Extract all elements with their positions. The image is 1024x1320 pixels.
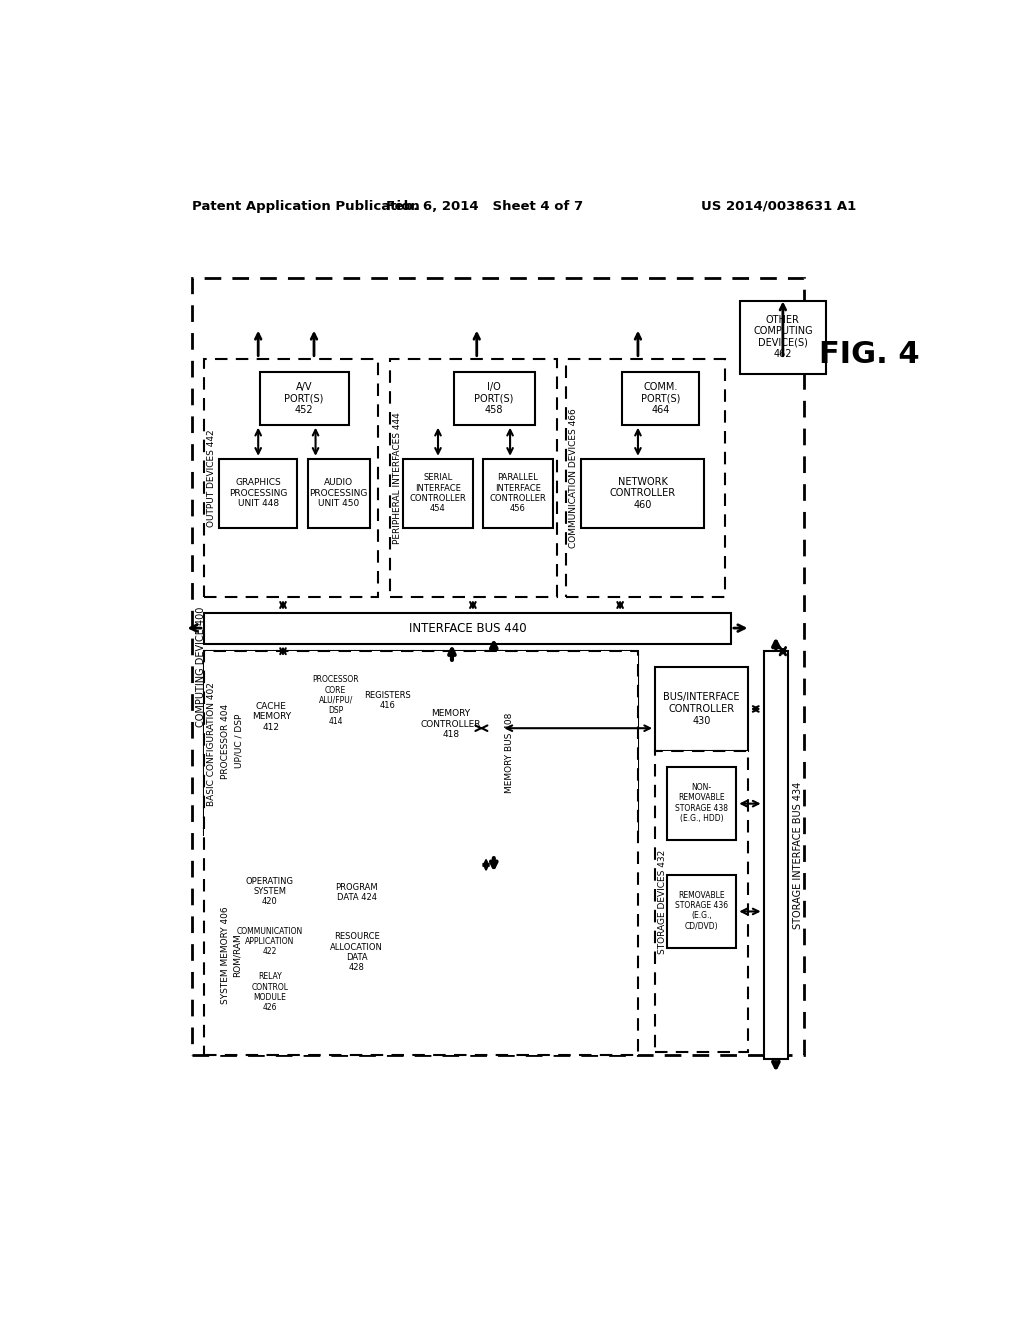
- Bar: [260, 372, 349, 425]
- Bar: [219, 459, 297, 528]
- Text: STORAGE DEVICES 432: STORAGE DEVICES 432: [658, 849, 668, 953]
- Bar: [622, 372, 699, 425]
- Text: OTHER
COMPUTING
DEVICE(S)
462: OTHER COMPUTING DEVICE(S) 462: [753, 314, 813, 359]
- Text: PERIPHERAL INTERFACES 444: PERIPHERAL INTERFACES 444: [393, 412, 402, 544]
- Bar: [326, 873, 388, 911]
- Text: COMMUNICATION
APPLICATION
422: COMMUNICATION APPLICATION 422: [237, 927, 303, 957]
- Text: STORAGE INTERFACE BUS 434: STORAGE INTERFACE BUS 434: [793, 781, 803, 929]
- Text: AUDIO
PROCESSING
UNIT 450: AUDIO PROCESSING UNIT 450: [309, 478, 368, 508]
- Text: A/V
PORT(S)
452: A/V PORT(S) 452: [285, 381, 324, 416]
- Bar: [308, 459, 370, 528]
- Text: PROCESSOR
CORE
ALU/FPU/
DSP
414: PROCESSOR CORE ALU/FPU/ DSP 414: [312, 676, 359, 726]
- Bar: [426, 663, 477, 785]
- Text: RESOURCE
ALLOCATION
DATA
428: RESOURCE ALLOCATION DATA 428: [330, 932, 383, 973]
- Bar: [483, 459, 553, 528]
- Bar: [326, 924, 388, 979]
- Text: US 2014/0038631 A1: US 2014/0038631 A1: [701, 199, 856, 213]
- Text: I/O
PORT(S)
458: I/O PORT(S) 458: [474, 381, 513, 416]
- Text: PROGRAM
DATA 424: PROGRAM DATA 424: [335, 883, 378, 902]
- Bar: [204, 612, 731, 644]
- Text: MEMORY
CONTROLLER
418: MEMORY CONTROLLER 418: [421, 709, 481, 739]
- Text: MEMORY BUS 408: MEMORY BUS 408: [505, 713, 514, 793]
- Text: SYSTEM MEMORY 406: SYSTEM MEMORY 406: [221, 907, 230, 1005]
- Text: COMPUTING DEVICE 400: COMPUTING DEVICE 400: [196, 606, 206, 727]
- Bar: [655, 751, 748, 1052]
- Bar: [204, 651, 638, 836]
- Bar: [312, 678, 359, 723]
- Text: PROCESSOR 404: PROCESSOR 404: [221, 704, 230, 779]
- Bar: [191, 277, 804, 1056]
- Text: OUTPUT DEVICES 442: OUTPUT DEVICES 442: [207, 429, 216, 527]
- Bar: [365, 678, 411, 723]
- Text: INTERFACE BUS 440: INTERFACE BUS 440: [409, 622, 526, 635]
- Bar: [667, 767, 736, 840]
- Text: REMOVABLE
STORAGE 436
(E.G.,
CD/DVD): REMOVABLE STORAGE 436 (E.G., CD/DVD): [675, 891, 728, 931]
- Text: BASIC CONFIGURATION 402: BASIC CONFIGURATION 402: [207, 681, 216, 805]
- Text: GRAPHICS
PROCESSING
UNIT 448: GRAPHICS PROCESSING UNIT 448: [229, 478, 288, 508]
- Bar: [403, 459, 473, 528]
- Bar: [243, 973, 297, 1011]
- Bar: [655, 667, 748, 751]
- Bar: [217, 859, 480, 1052]
- Bar: [308, 673, 417, 766]
- Bar: [390, 359, 557, 598]
- Bar: [204, 651, 638, 1056]
- Bar: [582, 459, 703, 528]
- Bar: [454, 372, 535, 425]
- Text: NON-
REMOVABLE
STORAGE 438
(E.G., HDD): NON- REMOVABLE STORAGE 438 (E.G., HDD): [675, 783, 728, 822]
- Bar: [243, 873, 297, 909]
- Bar: [243, 921, 297, 964]
- Text: Feb. 6, 2014   Sheet 4 of 7: Feb. 6, 2014 Sheet 4 of 7: [386, 199, 583, 213]
- Text: SERIAL
INTERFACE
CONTROLLER
454: SERIAL INTERFACE CONTROLLER 454: [410, 474, 466, 513]
- Text: CACHE
MEMORY
412: CACHE MEMORY 412: [252, 702, 291, 731]
- Bar: [764, 651, 788, 1059]
- Bar: [667, 875, 736, 948]
- Bar: [243, 678, 301, 755]
- Bar: [217, 663, 480, 821]
- Bar: [486, 651, 502, 855]
- Text: FIG. 4: FIG. 4: [819, 341, 920, 370]
- Text: RELAY
CONTROL
MODULE
426: RELAY CONTROL MODULE 426: [251, 973, 289, 1012]
- Bar: [204, 359, 378, 598]
- Text: COMM.
PORT(S)
464: COMM. PORT(S) 464: [641, 381, 680, 416]
- Text: PARALLEL
INTERFACE
CONTROLLER
456: PARALLEL INTERFACE CONTROLLER 456: [489, 474, 546, 513]
- Text: BUS/INTERFACE
CONTROLLER
430: BUS/INTERFACE CONTROLLER 430: [664, 693, 739, 726]
- Text: OPERATING
SYSTEM
420: OPERATING SYSTEM 420: [246, 876, 294, 907]
- Text: REGISTERS
416: REGISTERS 416: [365, 690, 411, 710]
- Text: ROM/RAM: ROM/RAM: [232, 933, 242, 977]
- Text: COMMUNICATION DEVICES 466: COMMUNICATION DEVICES 466: [569, 408, 579, 548]
- Text: Patent Application Publication: Patent Application Publication: [191, 199, 419, 213]
- Text: UP/UC / DSP: UP/UC / DSP: [234, 714, 244, 768]
- Text: NETWORK
CONTROLLER
460: NETWORK CONTROLLER 460: [609, 477, 676, 510]
- Bar: [566, 359, 725, 598]
- Bar: [740, 301, 825, 374]
